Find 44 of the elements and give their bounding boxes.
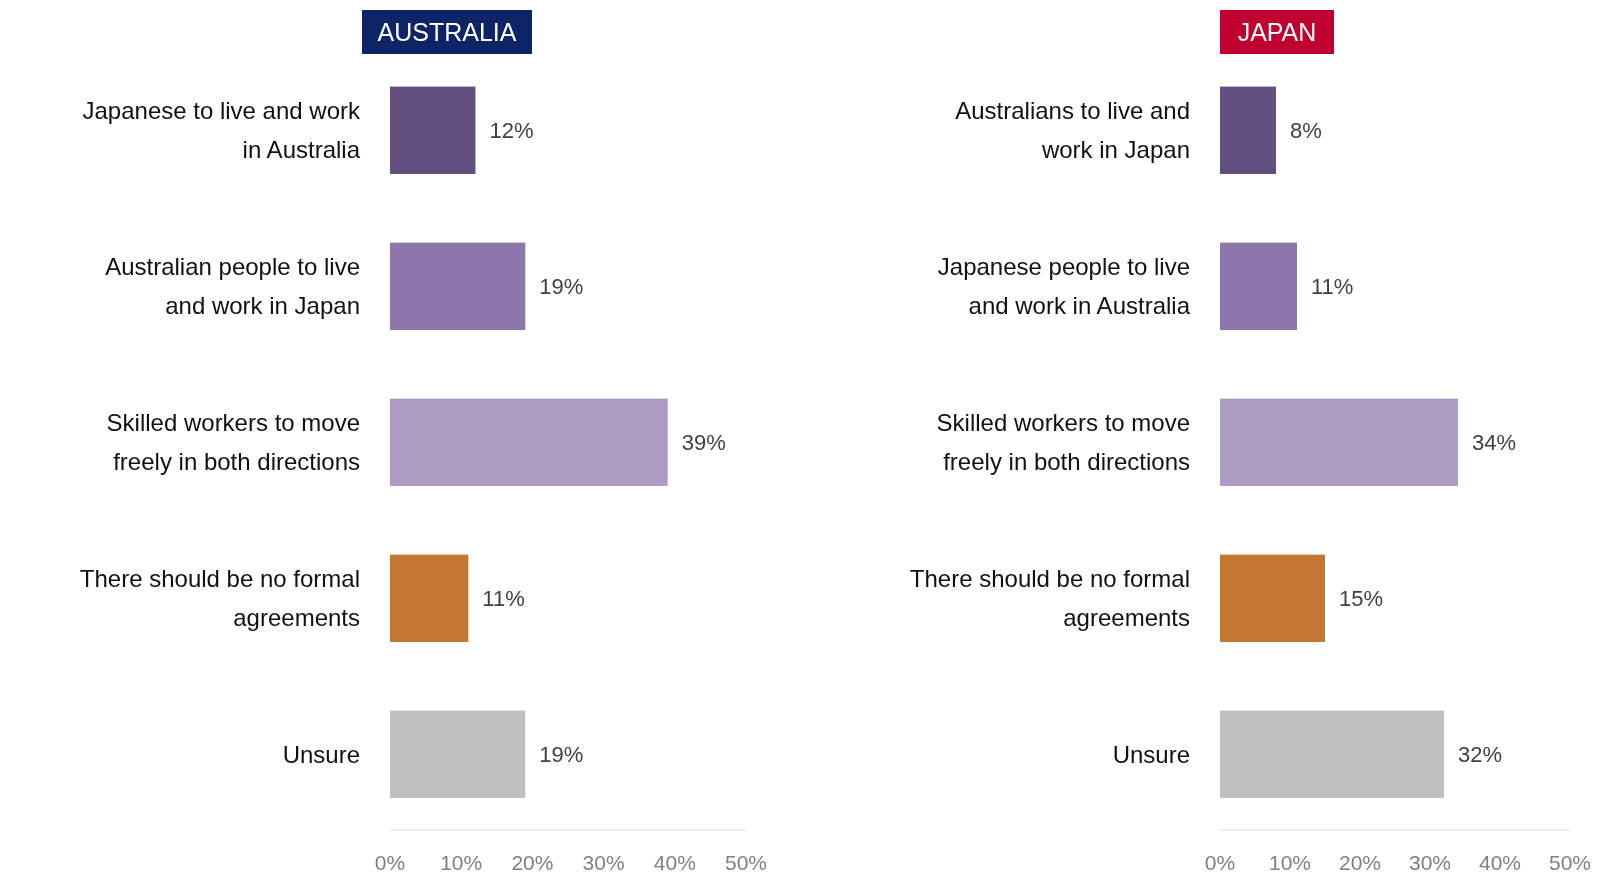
x-tick-label: 50% — [1548, 851, 1592, 874]
bar — [390, 710, 526, 798]
x-tick-label: 20% — [1338, 851, 1382, 874]
y-tick-label: Australian people to live and work in Japan — [105, 253, 360, 320]
y-tick-label: Unsure — [282, 740, 360, 768]
x-tick-label: 0% — [1204, 851, 1236, 874]
x-tick-label: 10% — [440, 851, 483, 874]
chart-title: AUSTRALIA — [377, 17, 517, 46]
data-label: 11% — [1311, 273, 1354, 299]
x-tick-label: 40% — [1478, 851, 1522, 874]
data-label: 12% — [489, 117, 534, 143]
y-tick-label: Skilled workers to move freely in both directions — [936, 409, 1190, 476]
bar — [1220, 554, 1325, 642]
y-tick-label: Japanese to live and work in Australia — [82, 97, 361, 164]
x-tick-label: 40% — [653, 851, 696, 874]
y-tick-label: Skilled workers to move freely in both directions — [106, 409, 360, 476]
y-tick-label: Japanese people to live and work in Australia — [937, 253, 1191, 320]
x-tick-label: 30% — [582, 851, 625, 874]
y-tick-label: There should be no formal agreements — [79, 565, 360, 632]
bar — [390, 398, 668, 486]
bar — [1220, 710, 1444, 798]
bar — [390, 86, 476, 174]
data-label: 32% — [1458, 742, 1503, 768]
data-label: 19% — [539, 742, 584, 768]
x-tick-label: 10% — [1268, 851, 1312, 874]
bar — [390, 554, 469, 642]
data-label: 15% — [1339, 586, 1384, 612]
bar — [1220, 86, 1276, 174]
bar — [1220, 398, 1458, 486]
data-label: 19% — [539, 273, 584, 299]
data-label: 8% — [1290, 117, 1322, 143]
x-tick-label: 0% — [374, 851, 406, 874]
y-tick-label: Australians to live and work in Japan — [955, 97, 1190, 164]
x-tick-label: 50% — [724, 851, 768, 874]
chart-title: JAPAN — [1237, 17, 1317, 46]
bar — [1220, 242, 1297, 330]
y-tick-label: There should be no formal agreements — [909, 565, 1190, 632]
x-tick-label: 30% — [1408, 851, 1452, 874]
data-label: 34% — [1472, 430, 1517, 455]
y-tick-label: Unsure — [1112, 740, 1190, 768]
bar — [390, 242, 526, 330]
data-label: 39% — [681, 430, 726, 455]
data-label: 11% — [482, 586, 525, 612]
x-tick-label: 20% — [511, 851, 554, 874]
